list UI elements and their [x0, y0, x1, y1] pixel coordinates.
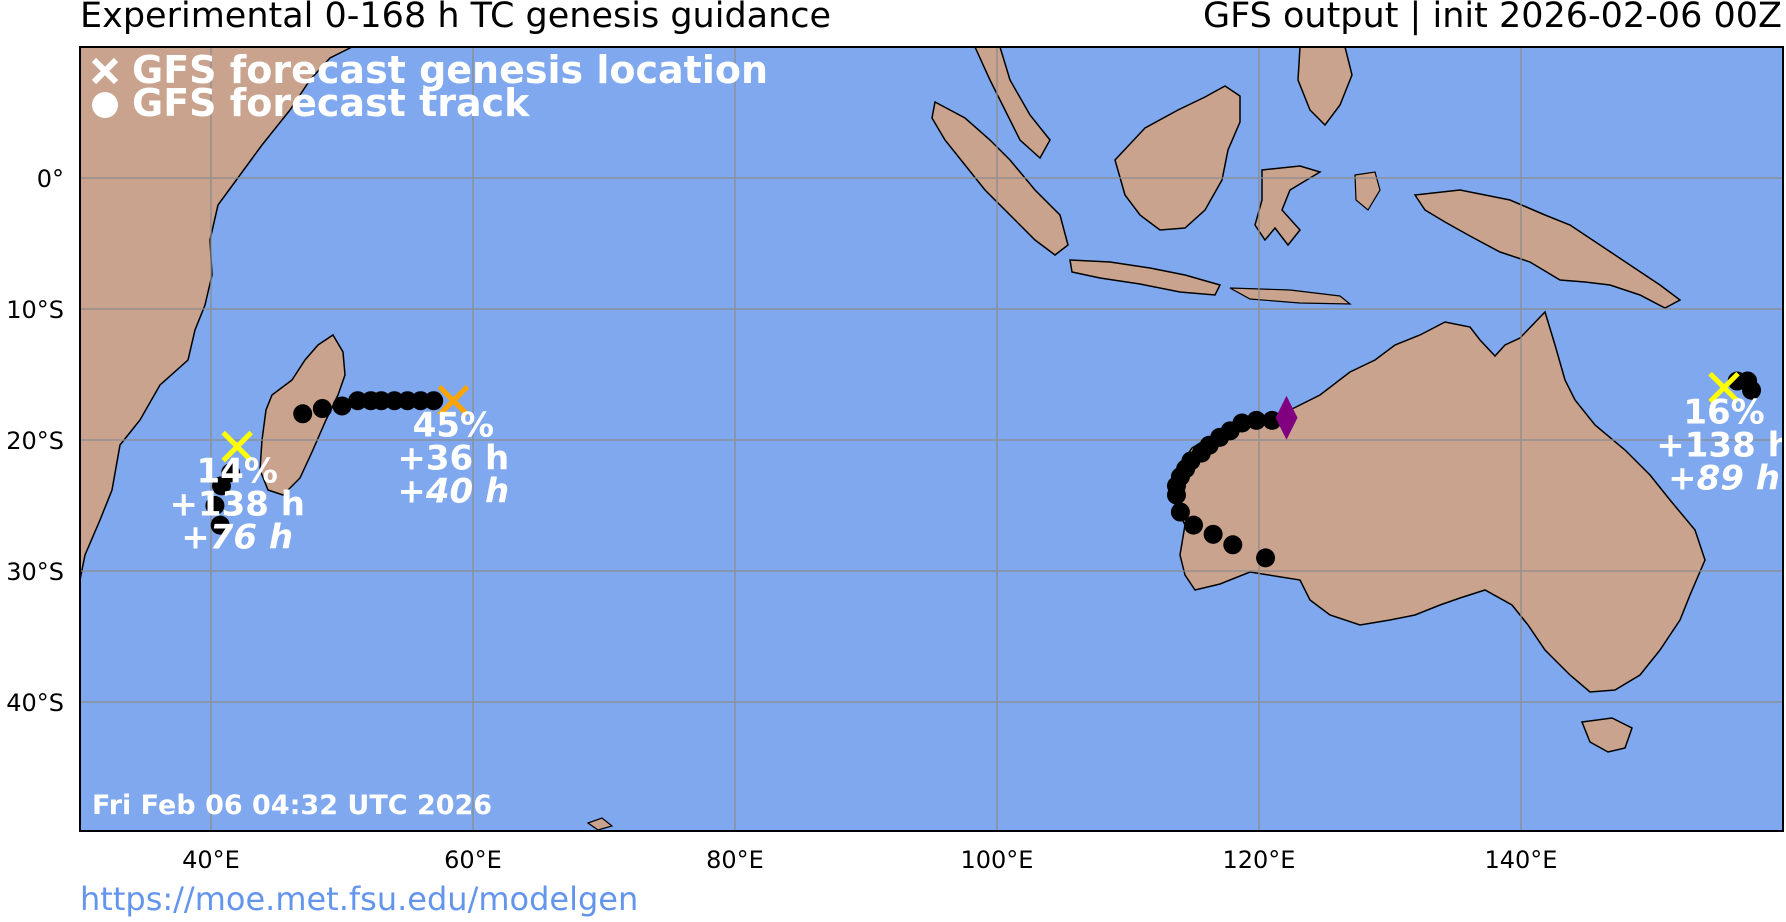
lon-tick-label: 40°E [182, 846, 240, 874]
track-point [1223, 535, 1243, 555]
genesis-x-icon [437, 384, 470, 417]
track-point [1166, 485, 1186, 505]
lat-tick-label: 40°S [6, 689, 64, 717]
tasmania-landmass [1580, 717, 1633, 753]
init-time-title: GFS output | init 2026-02-06 00Z [1203, 0, 1782, 36]
java-landmass [1069, 259, 1222, 296]
genesis-markers [221, 371, 1740, 463]
lesser-sunda-landmass [1229, 287, 1352, 305]
track-point [424, 391, 444, 411]
graticule [80, 47, 1783, 831]
lat-tick-label: 0° [37, 165, 64, 193]
track-point [205, 496, 225, 515]
map-title: Experimental 0-168 h TC genesis guidance [80, 0, 832, 36]
sulawesi-landmass [1254, 165, 1322, 247]
source-url-link[interactable]: https://moe.met.fsu.edu/modelgen [80, 880, 639, 918]
lat-tick-label: 30°S [6, 558, 64, 586]
track-point [312, 399, 332, 419]
track-point [384, 391, 404, 411]
legend-track-label: GFS forecast track [132, 81, 530, 125]
legend-genesis-label: GFS forecast genesis location [132, 48, 768, 92]
lat-tick-label: 20°S [6, 427, 64, 455]
diamond-marker-icon [1275, 395, 1298, 440]
map-frame [79, 46, 1784, 832]
track-point [411, 391, 431, 411]
track-point [293, 404, 313, 424]
lon-tick-label: 140°E [1485, 846, 1558, 874]
maluku-landmass [1354, 171, 1381, 211]
genesis-probability: 14% [197, 452, 278, 492]
genesis-duration: +40 h [397, 472, 509, 512]
genesis-duration: +89 h [1668, 459, 1780, 499]
new-guinea-landmass [1413, 189, 1682, 309]
forecast-tracks [205, 371, 1762, 568]
genesis-probability: 16% [1683, 393, 1764, 433]
genesis-annotations: 14%+138 h+76 h45%+36 h+40 h16%+138 h+89 … [169, 393, 1786, 558]
lat-tick-label: 10°S [6, 296, 64, 324]
track-point [210, 515, 230, 535]
genesis-x-icon [1708, 371, 1740, 404]
track-point [1170, 502, 1190, 522]
lon-tick-label: 80°E [706, 846, 764, 874]
genesis-lead-time: +36 h [397, 439, 509, 479]
borneo-landmass [1114, 85, 1241, 231]
lon-tick-label: 120°E [1223, 846, 1296, 874]
genesis-lead-time: +138 h [169, 485, 305, 525]
axis-ticks: 40°E 60°E 80°E 100°E 120°E 140°E 0° 10°S 20°S 30°… [6, 165, 1557, 874]
track-point [361, 391, 381, 411]
track-point [1184, 515, 1203, 535]
track-point [332, 396, 352, 416]
track-point [398, 391, 417, 411]
lon-tick-label: 60°E [444, 846, 502, 874]
track-point [1203, 524, 1223, 544]
genesis-lead-time: +138 h [1656, 426, 1786, 466]
track-point [1246, 410, 1266, 430]
legend-x-icon [91, 57, 119, 85]
legend: GFS forecast genesis location GFS foreca… [91, 48, 768, 125]
legend-dot-icon [92, 92, 118, 118]
track-point [1256, 548, 1276, 568]
genesis-probability: 45% [413, 406, 494, 446]
track-point [348, 391, 368, 411]
mindanao-landmass [1297, 47, 1353, 127]
timestamp: Fri Feb 06 04:32 UTC 2026 [92, 790, 492, 821]
genesis-x-icon [221, 430, 253, 463]
track-point [1742, 380, 1762, 400]
africa-landmass [80, 47, 353, 581]
lon-tick-label: 100°E [961, 846, 1034, 874]
track-point [211, 476, 231, 496]
genesis-duration: +76 h [181, 518, 293, 558]
kerguelen-island [586, 817, 614, 831]
